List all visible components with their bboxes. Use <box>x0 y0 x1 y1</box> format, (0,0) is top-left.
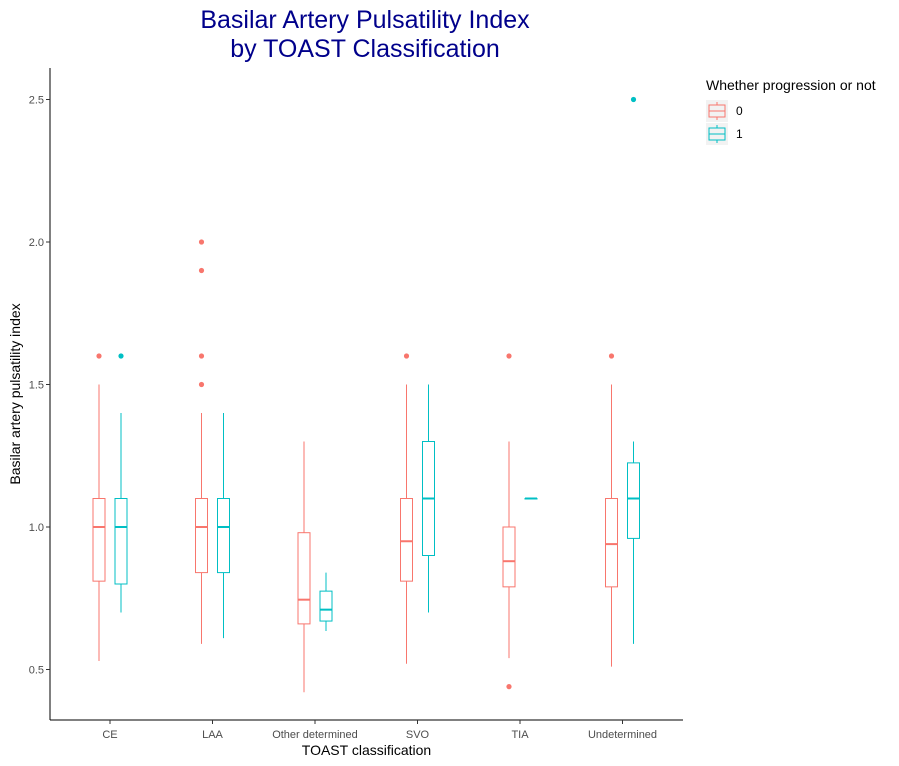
box <box>195 498 208 574</box>
legend-label-0: 0 <box>736 103 743 118</box>
legend: Whether progression or not 0 1 <box>706 77 876 145</box>
outlier-point <box>96 353 102 359</box>
box <box>627 462 640 539</box>
y-axis-title: Basilar artery pulsatility index <box>7 303 23 484</box>
outlier-point <box>198 381 205 388</box>
chart-title-line1: Basilar Artery Pulsatility Index <box>200 6 530 34</box>
x-axis-title: TOAST classification <box>302 742 431 758</box>
outlier-point <box>198 267 205 274</box>
box <box>319 590 333 622</box>
outlier-point <box>198 353 205 359</box>
legend-label-1: 1 <box>736 126 743 141</box>
chart-title: Basilar Artery Pulsatility Index by TOAS… <box>150 6 580 64</box>
outlier-point <box>506 684 512 690</box>
box <box>217 498 230 574</box>
x-tick-label: Other determined <box>272 729 358 741</box>
x-tick-label: Undetermined <box>588 729 657 741</box>
outlier-point <box>198 239 205 245</box>
y-tick-label: 1.0 <box>29 522 44 534</box>
box <box>114 498 128 585</box>
box <box>605 498 618 588</box>
box <box>400 498 413 582</box>
x-tick-label: SVO <box>406 729 430 741</box>
outlier-point <box>608 353 615 359</box>
box <box>92 498 106 582</box>
box <box>502 526 516 588</box>
legend-key-1 <box>706 122 728 145</box>
legend-item-1: 1 <box>706 122 876 145</box>
outlier-point <box>403 353 410 359</box>
x-tick-label: CE <box>102 729 117 741</box>
y-tick-label: 2.0 <box>29 237 44 249</box>
legend-title: Whether progression or not <box>706 77 876 93</box>
outlier-point <box>630 96 637 103</box>
y-tick-label: 1.5 <box>29 380 44 392</box>
legend-item-0: 0 <box>706 99 876 122</box>
x-tick-label: TIA <box>511 729 529 741</box>
outlier-point <box>506 353 512 359</box>
x-tick-label: LAA <box>202 729 223 741</box>
y-tick-label: 2.5 <box>29 95 44 107</box>
box <box>297 532 311 625</box>
chart-title-line2: by TOAST Classification <box>230 35 500 63</box>
legend-key-0 <box>706 99 728 122</box>
y-tick-label: 0.5 <box>29 665 44 677</box>
outlier-point <box>118 353 124 359</box>
